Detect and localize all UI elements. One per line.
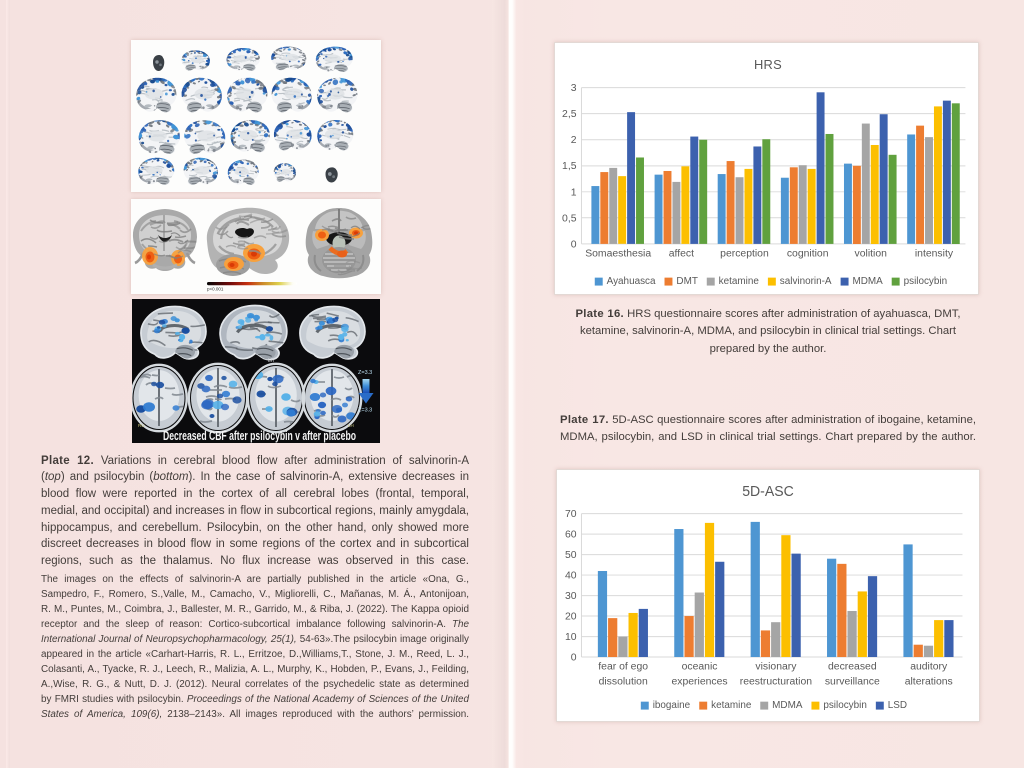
svg-text:ibogaine: ibogaine bbox=[653, 700, 691, 711]
svg-text:2,5: 2,5 bbox=[562, 109, 577, 120]
svg-text:1,5: 1,5 bbox=[562, 161, 577, 172]
svg-text:affect: affect bbox=[669, 248, 694, 259]
svg-text:surveillance: surveillance bbox=[825, 676, 880, 687]
svg-text:intensity: intensity bbox=[915, 248, 954, 259]
svg-text:decreased: decreased bbox=[828, 661, 877, 672]
svg-text:p<0.001: p<0.001 bbox=[207, 287, 224, 292]
svg-text:DMT: DMT bbox=[676, 276, 697, 287]
svg-text:20: 20 bbox=[565, 612, 577, 623]
svg-text:Z=3.3: Z=3.3 bbox=[358, 408, 372, 414]
svg-text:LH: LH bbox=[268, 358, 275, 364]
svg-text:30: 30 bbox=[565, 591, 577, 602]
svg-text:0,5: 0,5 bbox=[562, 213, 577, 224]
svg-text:fear of ego: fear of ego bbox=[598, 661, 648, 672]
svg-text:70: 70 bbox=[565, 509, 577, 520]
svg-text:salvinorin-A: salvinorin-A bbox=[780, 276, 832, 287]
svg-text:alterations: alterations bbox=[905, 676, 953, 687]
svg-text:psilocybin: psilocybin bbox=[904, 276, 948, 287]
svg-text:visionary: visionary bbox=[755, 661, 797, 672]
svg-text:60: 60 bbox=[565, 530, 577, 541]
svg-text:5D-ASC: 5D-ASC bbox=[742, 484, 794, 500]
svg-text:Somaesthesia: Somaesthesia bbox=[585, 248, 651, 259]
svg-text:auditory: auditory bbox=[910, 661, 948, 672]
svg-text:reestructuration: reestructuration bbox=[740, 676, 813, 687]
svg-text:perception: perception bbox=[720, 248, 769, 259]
svg-text:MDMA: MDMA bbox=[772, 700, 803, 711]
svg-text:LH: LH bbox=[348, 423, 354, 428]
svg-text:dissolution: dissolution bbox=[599, 676, 648, 687]
svg-text:50: 50 bbox=[565, 550, 577, 561]
svg-text:oceanic: oceanic bbox=[682, 661, 718, 672]
svg-text:volition: volition bbox=[855, 248, 888, 259]
svg-text:LSD: LSD bbox=[888, 700, 907, 711]
svg-text:psilocybin: psilocybin bbox=[823, 700, 867, 711]
svg-text:3: 3 bbox=[571, 83, 577, 94]
svg-text:Z=3.3: Z=3.3 bbox=[358, 370, 372, 376]
svg-text:HRS: HRS bbox=[754, 57, 782, 72]
svg-text:MDMA: MDMA bbox=[853, 276, 884, 287]
svg-text:RU: RU bbox=[138, 423, 145, 428]
svg-text:Ayahuasca: Ayahuasca bbox=[607, 276, 656, 287]
svg-text:experiences: experiences bbox=[671, 676, 727, 687]
svg-text:ketamine: ketamine bbox=[711, 700, 752, 711]
svg-text:Decreased CBF after psilocybin: Decreased CBF after psilocybin v after p… bbox=[163, 429, 356, 443]
svg-text:0: 0 bbox=[571, 652, 577, 663]
svg-text:1: 1 bbox=[571, 187, 577, 198]
svg-text:0: 0 bbox=[571, 239, 577, 250]
svg-text:cognition: cognition bbox=[787, 248, 829, 259]
svg-text:40: 40 bbox=[565, 571, 577, 582]
svg-text:10: 10 bbox=[565, 632, 577, 643]
svg-text:ketamine: ketamine bbox=[719, 276, 760, 287]
svg-text:2: 2 bbox=[571, 135, 577, 146]
